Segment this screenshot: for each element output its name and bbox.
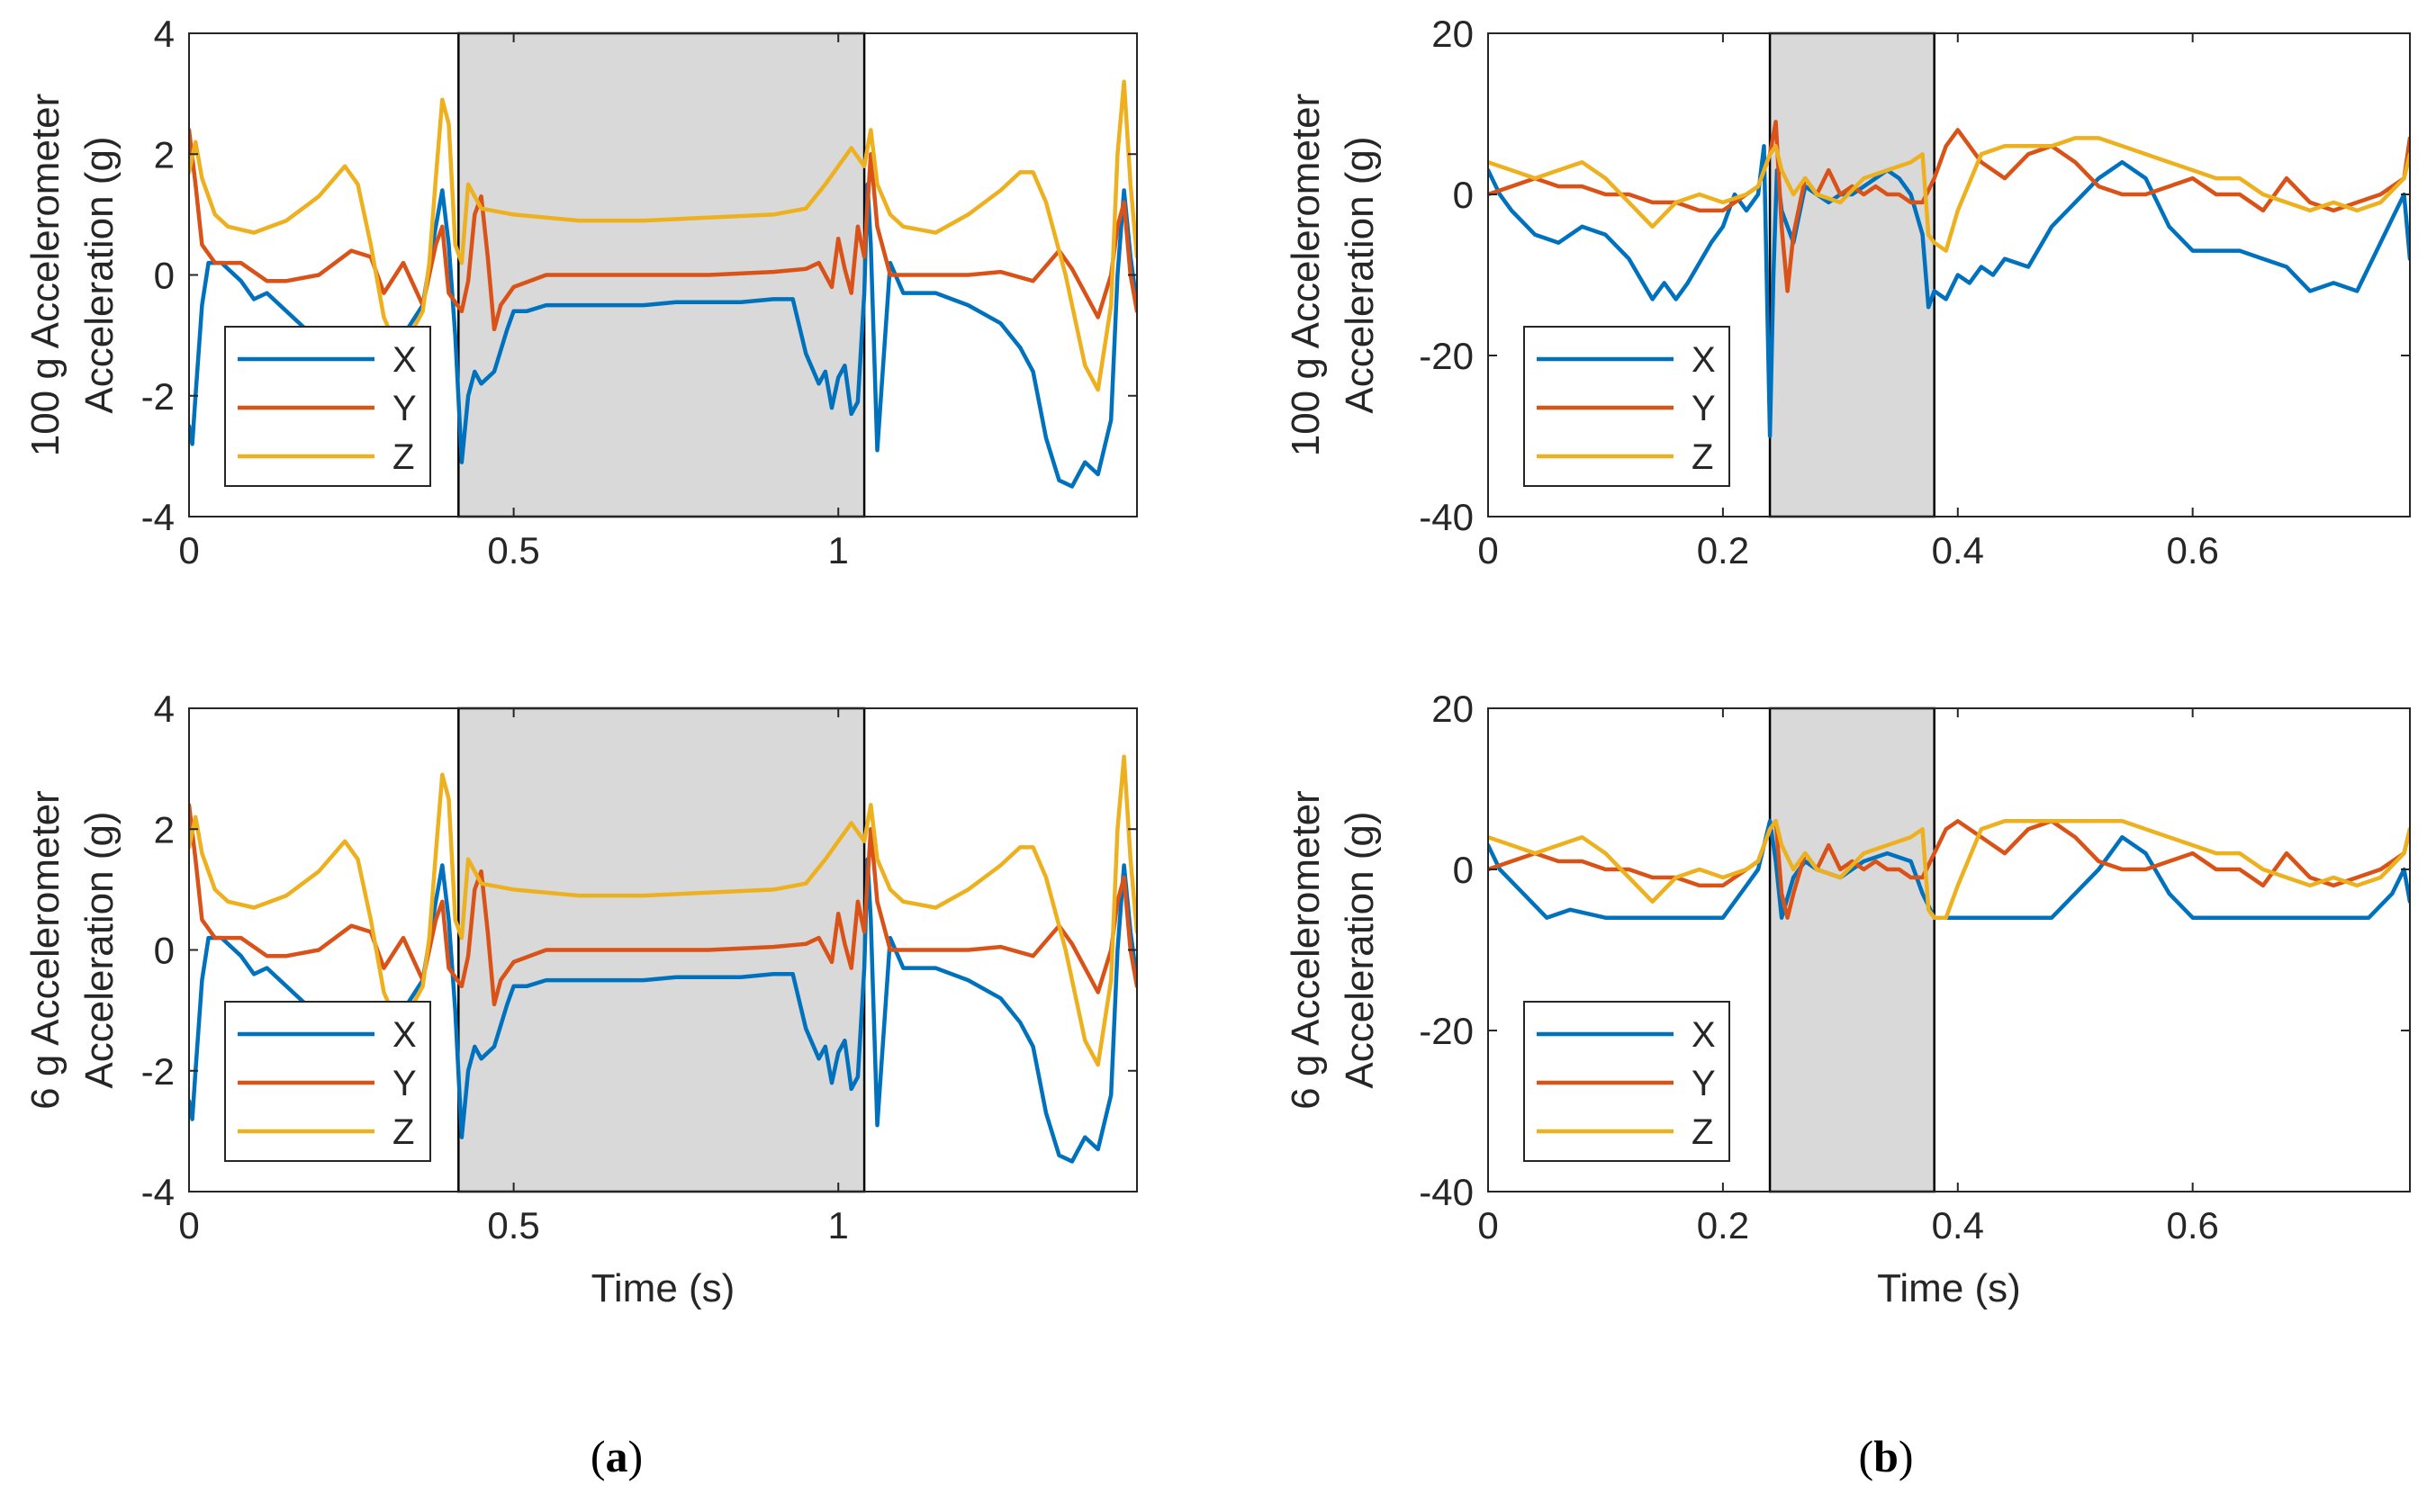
y-tick-label: 0: [154, 255, 175, 297]
chart-b-top: 0 0.2 0.4 0.6 -40 -20 0 20 100 g Accelerometer Ac…: [1284, 13, 2411, 572]
x-tick-label: 0.6: [2166, 529, 2218, 572]
series-line-z: [189, 79, 1137, 392]
x-tick-label: 1: [828, 529, 849, 572]
y-tick-label: 0: [154, 930, 175, 972]
legend-label-z: Z: [392, 437, 414, 477]
chart-a-top: 0 0.5 1 -4 -2 0 2 4 100 g Accelerometer Accelerat…: [23, 13, 1138, 572]
axes-box: [1487, 707, 2411, 1192]
y-tick-label: 20: [1431, 13, 1474, 55]
x-tick-label: 0.2: [1697, 1204, 1749, 1246]
legend-label-y: Y: [1692, 389, 1716, 428]
y-axis-label-line-1: 6 g Accelerometer: [1284, 790, 1328, 1110]
shaded-region: [1768, 32, 1935, 518]
y-tick-label: 20: [1431, 688, 1474, 730]
x-tick-label: 0: [1477, 1204, 1498, 1246]
x-tick-label: 0.2: [1697, 529, 1749, 572]
x-tick-label: 0.5: [487, 1204, 539, 1246]
series-group: [1488, 120, 2410, 438]
y-axis-label-line-1: 100 g Accelerometer: [23, 94, 68, 457]
series-line-z: [1488, 136, 2410, 253]
y-tick-label: -40: [1419, 1171, 1474, 1213]
y-tick-label: 4: [154, 688, 175, 730]
legend-label-x: X: [392, 1015, 417, 1055]
x-tick-label: 0: [178, 529, 199, 572]
y-tick-label: -4: [141, 496, 175, 538]
legend-label-x: X: [1692, 340, 1716, 380]
legend-label-y: Y: [392, 389, 417, 428]
x-axis-label: Time (s): [591, 1266, 735, 1310]
y-tick-label: -2: [141, 375, 175, 418]
y-axis-label-line-2: Acceleration (g): [1338, 136, 1382, 413]
x-tick-label: 0.4: [1932, 529, 1984, 572]
series-group: [1488, 819, 2410, 920]
panel-label-a-letter: a: [606, 1431, 628, 1481]
panel-label-b: (b): [1858, 1431, 1913, 1481]
legend: XYZ: [1523, 1001, 1730, 1162]
y-tick-label: 2: [154, 808, 175, 850]
x-tick-label: 0.5: [487, 529, 539, 572]
panel-label-b-letter: b: [1873, 1431, 1899, 1481]
series-line-z: [189, 754, 1137, 1067]
legend: XYZ: [224, 326, 431, 487]
x-tick-label: 0: [178, 1204, 199, 1246]
chart-b-bottom: 0 0.2 0.4 0.6 -40 -20 0 20 6 g Accelerometer Acce…: [1284, 688, 2411, 1310]
legend-label-z: Z: [1692, 1112, 1713, 1152]
panel-label-a: (a): [591, 1431, 643, 1481]
y-tick-label: 0: [1453, 174, 1474, 216]
x-axis-label: Time (s): [1877, 1266, 2021, 1310]
y-tick-label: 0: [1453, 849, 1474, 891]
shaded-region: [1768, 706, 1935, 1193]
x-tick-label: 0.4: [1932, 1204, 1984, 1246]
x-tick-label: 0.6: [2166, 1204, 2218, 1246]
series-line-y: [189, 803, 1137, 1007]
y-tick-label: -20: [1419, 1010, 1474, 1052]
y-tick-label: -40: [1419, 496, 1474, 538]
y-tick-label: 4: [154, 13, 175, 55]
series-line-x: [1488, 819, 2410, 920]
x-tick-label: 1: [828, 1204, 849, 1246]
series-line-z: [1488, 819, 2410, 920]
series-line-y: [1488, 120, 2410, 293]
legend-label-y: Y: [1692, 1064, 1716, 1103]
y-axis-label-line-2: Acceleration (g): [77, 811, 122, 1088]
y-axis-label-line-2: Acceleration (g): [77, 136, 122, 413]
y-tick-label: -20: [1419, 335, 1474, 377]
legend-label-x: X: [1692, 1015, 1716, 1055]
y-tick-label: -2: [141, 1050, 175, 1093]
legend-label-x: X: [392, 340, 417, 380]
legend-label-z: Z: [392, 1112, 414, 1152]
y-tick-label: 2: [154, 133, 175, 176]
legend-label-y: Y: [392, 1064, 417, 1103]
legend: XYZ: [224, 1001, 431, 1162]
axes-box: [1487, 32, 2411, 518]
y-axis-label-line-2: Acceleration (g): [1338, 811, 1382, 1088]
legend: XYZ: [1523, 326, 1730, 487]
series-line-y: [189, 128, 1137, 332]
chart-a-bottom: 0 0.5 1 -4 -2 0 2 4 6 g Accelerometer Acceleratio…: [23, 688, 1138, 1310]
legend-label-z: Z: [1692, 437, 1713, 477]
x-tick-label: 0: [1477, 529, 1498, 572]
y-axis-label-line-1: 100 g Accelerometer: [1284, 94, 1328, 457]
series-line-y: [1488, 819, 2410, 920]
y-axis-label-line-1: 6 g Accelerometer: [23, 790, 68, 1110]
y-tick-label: -4: [141, 1171, 175, 1213]
